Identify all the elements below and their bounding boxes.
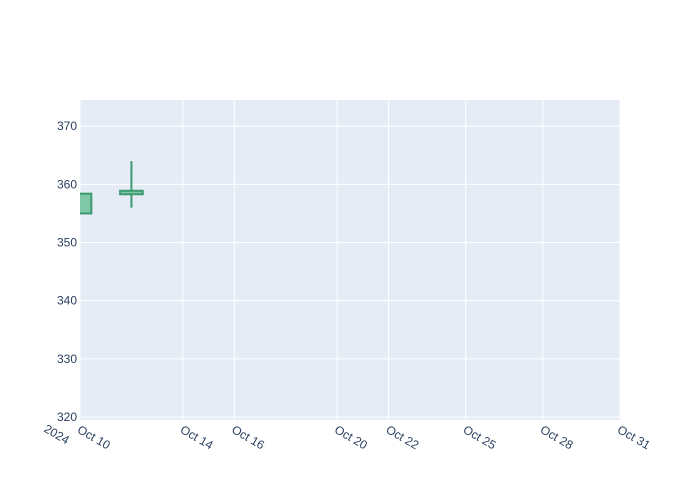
y-tick-label: 320: [57, 410, 77, 424]
x-tick-label: Oct 10: [75, 422, 113, 452]
x-tick-label: Oct 25: [461, 422, 499, 452]
candle-body: [80, 192, 93, 215]
x-tick: Oct 25: [461, 422, 499, 452]
x-tick: Oct 31: [615, 422, 653, 452]
y-axis: 320 330 340 350 360 370: [57, 119, 77, 424]
y-tick-label: 350: [57, 236, 77, 250]
x-tick-label: Oct 16: [229, 422, 267, 452]
x-tick-label: Oct 20: [332, 422, 370, 452]
candle: [80, 192, 93, 215]
x-tick-label: Oct 22: [384, 422, 422, 452]
x-tick: Oct 22: [384, 422, 422, 452]
x-tick-year-label: 2024: [42, 422, 72, 448]
y-tick-label: 340: [57, 294, 77, 308]
y-tick-label: 330: [57, 352, 77, 366]
x-tick: Oct 20: [332, 422, 370, 452]
x-tick-label: Oct 14: [178, 422, 216, 452]
y-tick-label: 370: [57, 119, 77, 133]
candle: [119, 161, 144, 208]
x-tick-label: Oct 28: [538, 422, 576, 452]
x-tick: Oct 28: [538, 422, 576, 452]
y-tick-label: 360: [57, 177, 77, 191]
plot-area: [80, 100, 620, 420]
x-tick-label: Oct 31: [615, 422, 653, 452]
x-tick: Oct 16: [229, 422, 267, 452]
candles: [80, 161, 144, 215]
x-tick: Oct 14: [178, 422, 216, 452]
candle-body: [119, 189, 144, 196]
grid-lines: [79, 100, 621, 420]
